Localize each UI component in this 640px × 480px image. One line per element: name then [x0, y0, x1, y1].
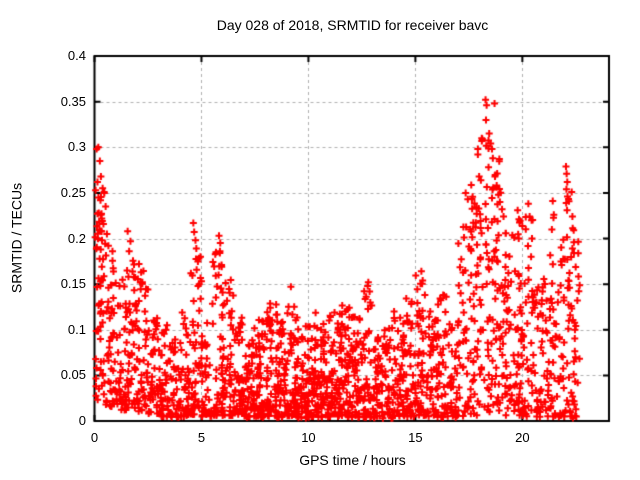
y-tick-label: 0.2: [67, 230, 86, 246]
y-tick-label: 0.25: [60, 184, 86, 200]
y-tick-label: 0.1: [67, 321, 86, 337]
x-tick-label: 20: [515, 430, 530, 445]
x-tick-label: 15: [408, 430, 423, 445]
y-tick-label: 0: [78, 413, 86, 428]
x-tick-label: 5: [197, 430, 206, 445]
x-tick-label: 10: [301, 430, 316, 445]
chart-title: Day 028 of 2018, SRMTID for receiver bav…: [216, 17, 489, 33]
y-tick-label: 0.15: [60, 276, 86, 292]
x-tick-label: 0: [90, 430, 99, 445]
y-tick-label: 0.3: [67, 139, 86, 155]
y-tick-label: 0.4: [67, 48, 86, 63]
y-tick-label: 0.35: [60, 93, 86, 109]
y-tick-label: 0.05: [60, 367, 86, 383]
x-axis-label: GPS time / hours: [299, 452, 406, 468]
